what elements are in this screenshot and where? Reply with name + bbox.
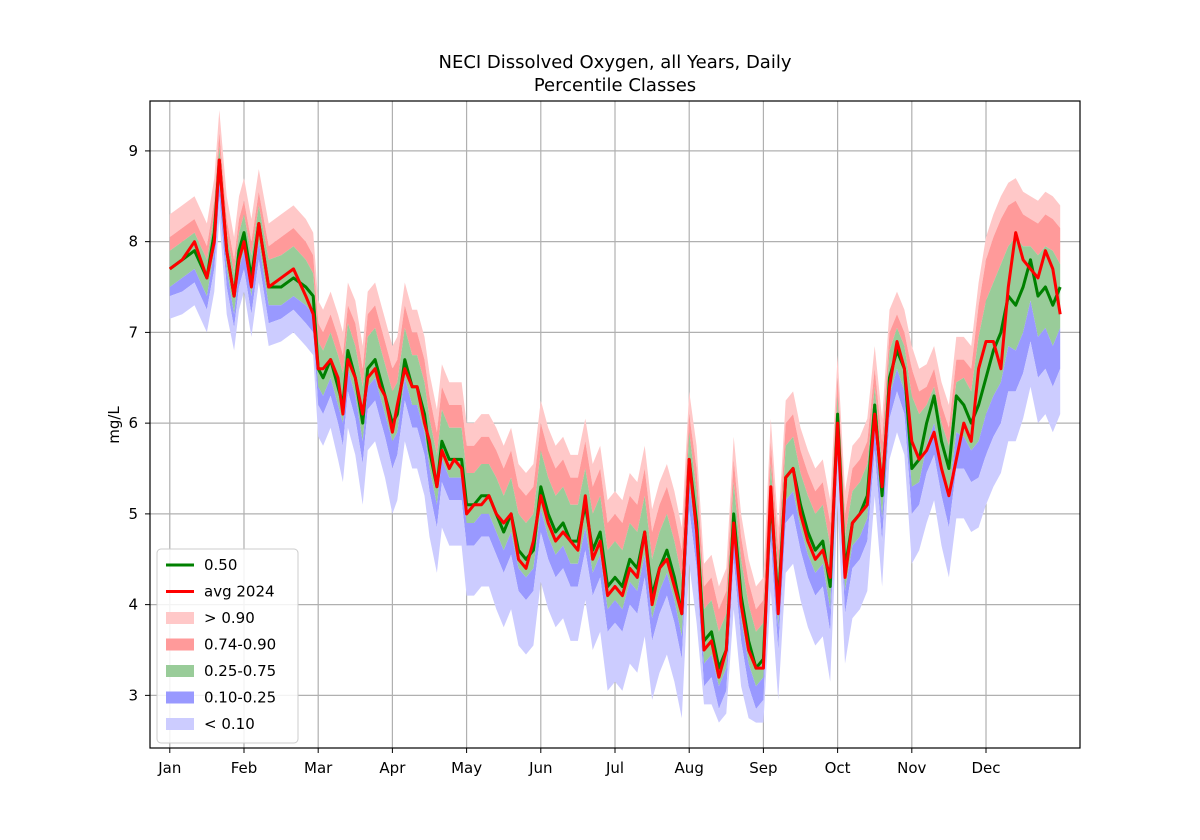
x-tick-label: Jul (605, 759, 624, 777)
x-tick-label: Apr (379, 759, 406, 777)
legend-band-swatch (166, 665, 194, 677)
y-tick-label: 5 (128, 505, 138, 523)
legend-label: 0.25-0.75 (204, 662, 276, 680)
y-tick-label: 4 (128, 596, 138, 614)
y-tick-label: 9 (128, 142, 138, 160)
y-tick-label: 6 (128, 414, 138, 432)
band-gt-090 (169, 110, 1061, 610)
y-tick-label: 8 (128, 233, 138, 251)
legend-band-swatch (166, 612, 194, 624)
legend-label: 0.50 (204, 556, 237, 574)
x-tick-label: Jun (528, 759, 552, 777)
x-tick-label: Mar (304, 759, 333, 777)
legend-label: avg 2024 (204, 583, 275, 601)
x-tick-label: Dec (971, 759, 1000, 777)
legend-label: 0.10-0.25 (204, 689, 276, 707)
legend: 0.50 avg 2024 > 0.90 0.74-0.90 0.25-0.75 0.10… (156, 548, 299, 744)
y-axis-ticks: 3 4 5 6 7 8 9 (128, 142, 150, 704)
y-axis-label: mg/L (105, 406, 123, 444)
band-010-025 (169, 178, 1061, 710)
chart-subtitle: Percentile Classes (534, 75, 696, 96)
legend-label: > 0.90 (204, 609, 255, 627)
y-tick-label: 3 (128, 686, 138, 704)
legend-band-swatch (166, 718, 194, 730)
x-tick-label: Feb (231, 759, 258, 777)
x-tick-label: Nov (897, 759, 926, 777)
avg-2024-line (168, 158, 1062, 679)
chart-title: NECI Dissolved Oxygen, all Years, Daily (439, 52, 792, 73)
legend-label: < 0.10 (204, 715, 255, 733)
legend-label: 0.74-0.90 (204, 636, 276, 654)
x-tick-label: May (451, 759, 482, 777)
band-074-090 (169, 132, 1061, 632)
series-lines (168, 158, 1062, 679)
x-tick-label: Jan (157, 759, 181, 777)
legend-band-swatch (166, 638, 194, 651)
x-tick-label: Aug (675, 759, 704, 777)
x-axis-ticks: Jan Feb Mar Apr May Jun Jul Aug Sep Oct Nov Dec (157, 748, 1001, 777)
x-tick-label: Sep (749, 759, 777, 777)
y-tick-label: 7 (128, 323, 138, 341)
x-tick-label: Oct (825, 759, 851, 777)
legend-band-swatch (166, 691, 194, 704)
